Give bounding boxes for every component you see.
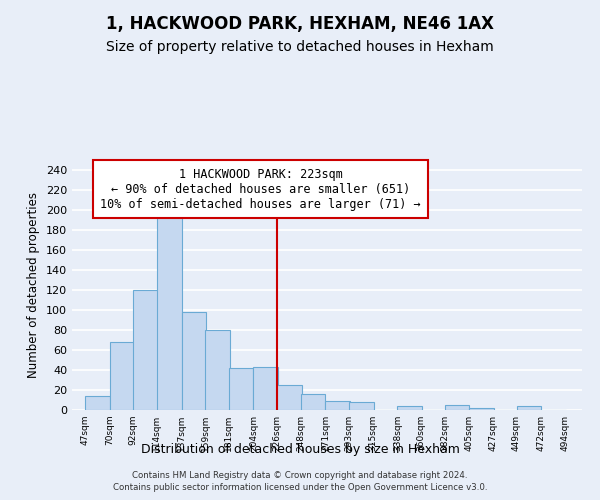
Bar: [205, 330, 230, 410]
Bar: [182, 312, 206, 410]
Y-axis label: Number of detached properties: Number of detached properties: [28, 192, 40, 378]
Bar: [445, 405, 469, 410]
Bar: [133, 290, 158, 410]
Bar: [349, 402, 374, 410]
Text: Contains HM Land Registry data © Crown copyright and database right 2024.: Contains HM Land Registry data © Crown c…: [132, 471, 468, 480]
Text: 1, HACKWOOD PARK, HEXHAM, NE46 1AX: 1, HACKWOOD PARK, HEXHAM, NE46 1AX: [106, 15, 494, 33]
Bar: [277, 385, 302, 410]
Bar: [469, 408, 494, 410]
Bar: [110, 342, 134, 410]
Bar: [517, 406, 541, 410]
Bar: [229, 368, 253, 410]
Bar: [397, 406, 422, 410]
Text: Size of property relative to detached houses in Hexham: Size of property relative to detached ho…: [106, 40, 494, 54]
Bar: [85, 396, 110, 410]
Bar: [253, 367, 278, 410]
Bar: [301, 394, 325, 410]
Text: 1 HACKWOOD PARK: 223sqm
← 90% of detached houses are smaller (651)
10% of semi-d: 1 HACKWOOD PARK: 223sqm ← 90% of detache…: [100, 168, 421, 210]
Text: Distribution of detached houses by size in Hexham: Distribution of detached houses by size …: [140, 442, 460, 456]
Text: Contains public sector information licensed under the Open Government Licence v3: Contains public sector information licen…: [113, 484, 487, 492]
Bar: [157, 217, 182, 410]
Bar: [325, 401, 350, 410]
